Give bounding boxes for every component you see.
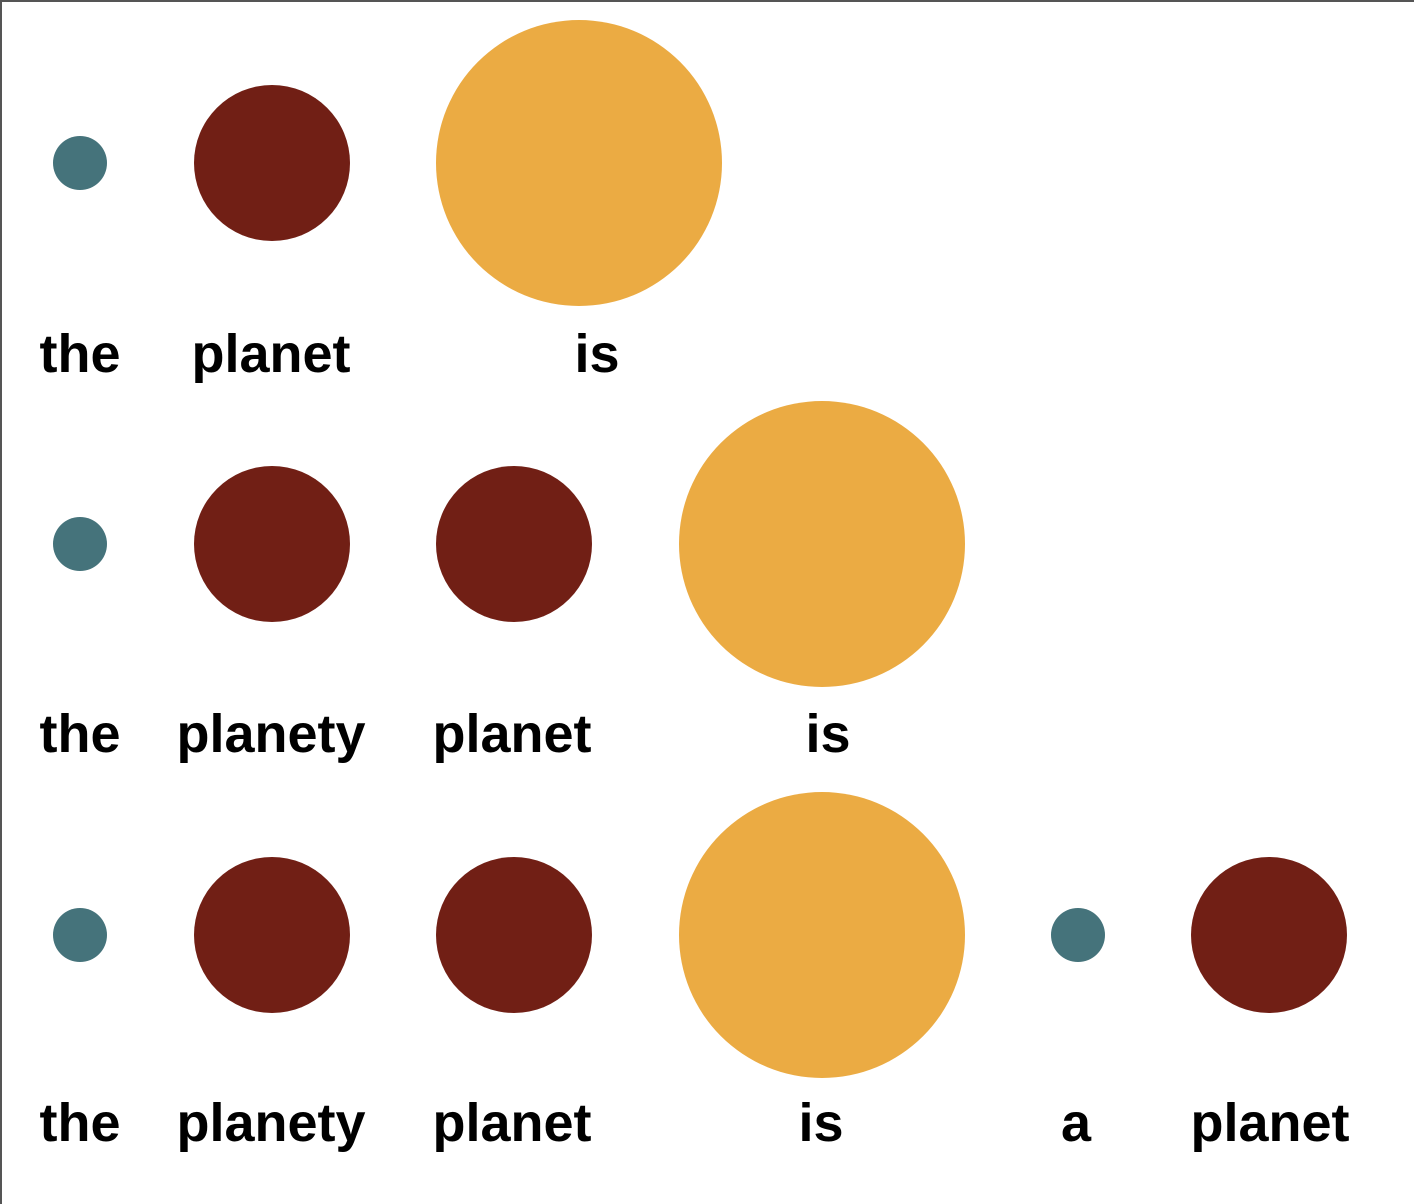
- token-circle: [1051, 908, 1105, 962]
- token-word: planet: [1190, 1093, 1350, 1153]
- token-circle: [194, 857, 350, 1013]
- token-word: the: [39, 324, 121, 384]
- token-circle: [436, 857, 592, 1013]
- token-word: is: [805, 704, 851, 764]
- token-word: the: [39, 1093, 121, 1153]
- token-circle: [53, 136, 107, 190]
- token-word: planet: [432, 1093, 592, 1153]
- token-word: a: [1060, 1093, 1092, 1153]
- token-word: planet: [432, 704, 592, 764]
- token-circle: [679, 401, 965, 687]
- token-circle: [53, 908, 107, 962]
- token-circle: [53, 517, 107, 571]
- token-word: is: [798, 1093, 844, 1153]
- token-word: the: [39, 704, 121, 764]
- token-circle: [194, 466, 350, 622]
- token-circle: [436, 20, 722, 306]
- token-word: planety: [176, 704, 366, 764]
- token-word: planety: [176, 1093, 366, 1153]
- token-circle: [679, 792, 965, 1078]
- token-circle: [436, 466, 592, 622]
- token-circle: [1191, 857, 1347, 1013]
- token-word: planet: [191, 324, 351, 384]
- token-circle: [194, 85, 350, 241]
- token-word: is: [574, 324, 620, 384]
